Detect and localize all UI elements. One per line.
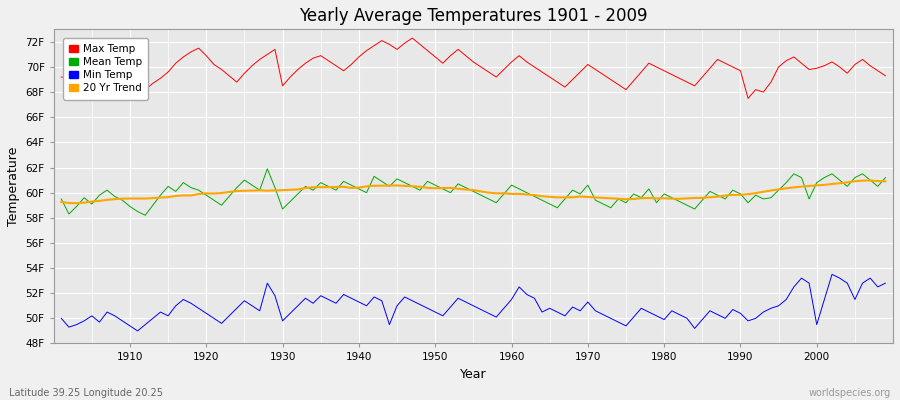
X-axis label: Year: Year xyxy=(460,368,487,381)
Text: worldspecies.org: worldspecies.org xyxy=(809,388,891,398)
Y-axis label: Temperature: Temperature xyxy=(7,147,20,226)
Title: Yearly Average Temperatures 1901 - 2009: Yearly Average Temperatures 1901 - 2009 xyxy=(299,7,648,25)
Legend: Max Temp, Mean Temp, Min Temp, 20 Yr Trend: Max Temp, Mean Temp, Min Temp, 20 Yr Tre… xyxy=(63,38,148,100)
Text: Latitude 39.25 Longitude 20.25: Latitude 39.25 Longitude 20.25 xyxy=(9,388,163,398)
